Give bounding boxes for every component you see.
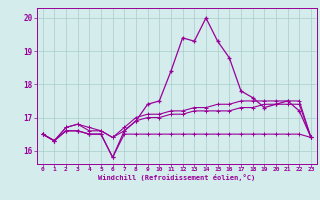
X-axis label: Windchill (Refroidissement éolien,°C): Windchill (Refroidissement éolien,°C) <box>98 174 255 181</box>
